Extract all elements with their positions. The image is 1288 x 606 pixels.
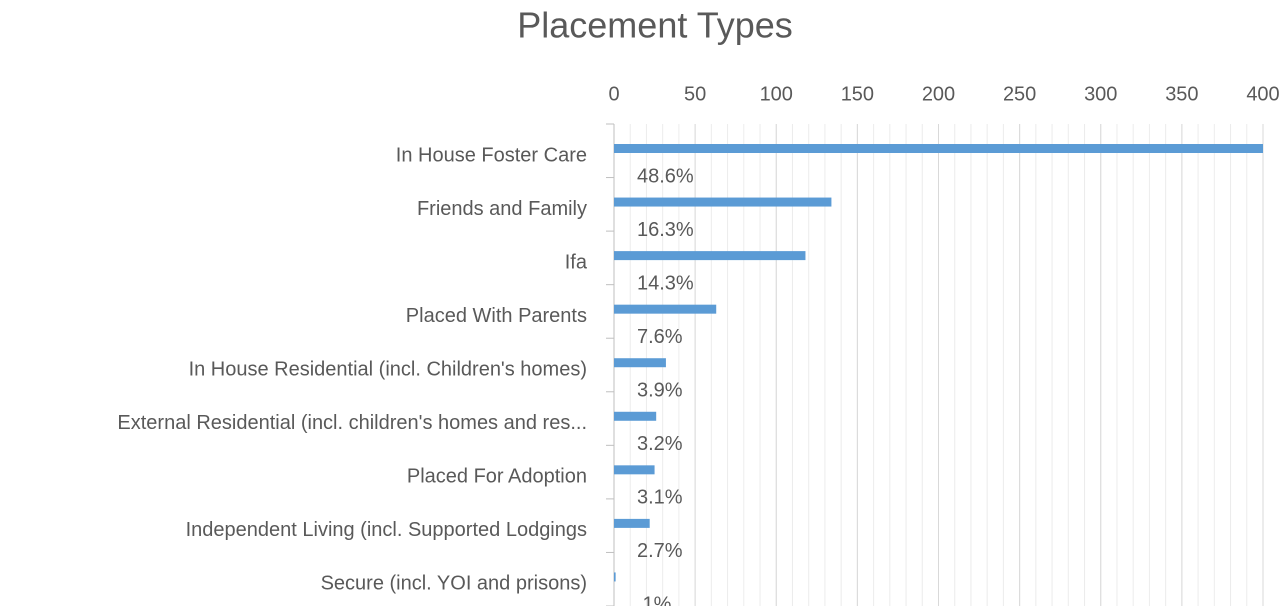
y-tick-label: Secure (incl. YOI and prisons) [321,573,587,595]
x-tick-label: 0 [608,83,619,105]
x-tick-label: 250 [1003,83,1036,105]
bar [614,304,717,314]
x-tick-label: 100 [760,83,793,105]
percentage-label: 3.1% [637,487,683,509]
percentage-label: 3.9% [637,380,683,402]
y-tick-label: In House Residential (incl. Children's h… [189,359,587,381]
bar [614,572,616,582]
percentage-label: 3.2% [637,433,683,455]
percentage-label: 7.6% [637,326,683,348]
bar [614,518,650,528]
percentage-label: 14.3% [637,272,694,294]
percentage-label: 16.3% [637,219,694,241]
x-tick-label: 400 [1246,83,1279,105]
y-tick-label: External Residential (incl. children's h… [117,412,587,434]
y-tick-label: Placed For Adoption [407,466,587,488]
bar [614,465,655,475]
y-tick-label: Friends and Family [417,198,587,220]
chart-title: Placement Types [517,5,792,46]
y-tick-label: In House Foster Care [396,144,587,166]
bar [614,144,1263,153]
percentage-label: 2.7% [637,540,683,562]
y-tick-label: Independent Living (incl. Supported Lodg… [186,519,587,541]
bar [614,251,806,261]
bar [614,411,657,421]
y-tick-label: Ifa [565,251,588,273]
x-tick-label: 350 [1165,83,1198,105]
x-tick-label: 150 [841,83,874,105]
x-tick-label: 300 [1084,83,1117,105]
percentage-label: 48.6% [637,165,694,187]
bar [614,197,832,207]
x-tick-label: 200 [922,83,955,105]
y-tick-label: Placed With Parents [406,305,587,327]
x-tick-label: 50 [684,83,706,105]
percentage-label: .1% [637,594,672,606]
bar [614,358,666,368]
